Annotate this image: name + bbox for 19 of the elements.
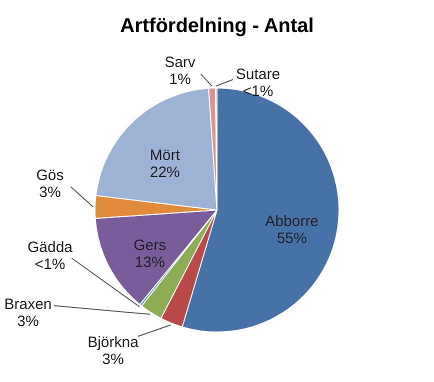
chart-title: Artfördelning - Antal: [120, 15, 314, 37]
data-label: 22%: [150, 164, 180, 182]
slice-label: Abborre: [265, 212, 319, 230]
data-label: <1%: [34, 256, 66, 273]
slice-label: Gös: [36, 167, 64, 184]
slice-label: Björkna: [88, 334, 140, 351]
data-label: 3%: [102, 351, 124, 368]
slice-label: Mört: [150, 147, 181, 164]
slice-label: Gädda: [27, 239, 74, 256]
slice-label: Sarv: [164, 54, 196, 71]
slice-label: Gers: [134, 236, 166, 254]
data-label: 13%: [134, 254, 165, 271]
data-label: 3%: [17, 313, 39, 330]
data-label: <1%: [242, 83, 274, 100]
data-label: 1%: [169, 71, 191, 88]
data-label: 55%: [276, 230, 307, 247]
slice-label: Sutare: [236, 66, 280, 83]
data-label: 3%: [39, 184, 61, 201]
slice-label: Braxen: [4, 296, 52, 313]
